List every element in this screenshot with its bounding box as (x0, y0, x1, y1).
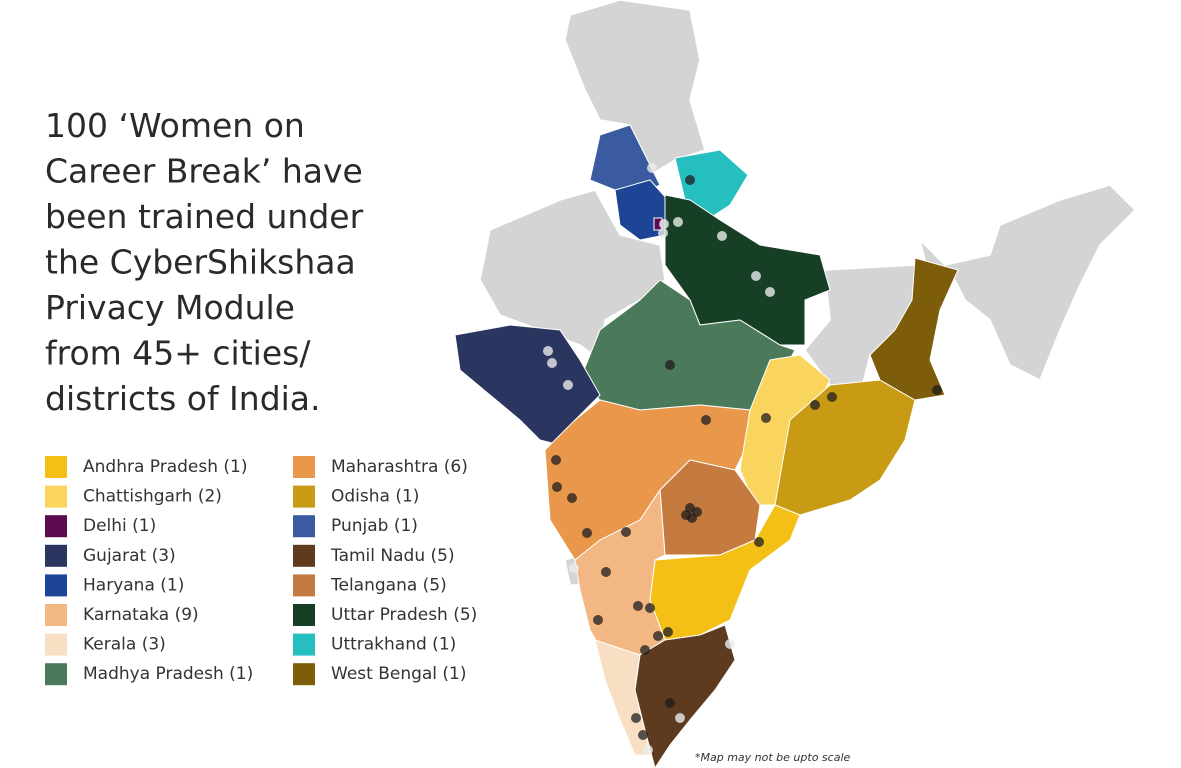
city-dot (551, 455, 561, 465)
footnote: *Map may not be upto scale (695, 751, 851, 764)
legend-label: Uttrakhand (1) (331, 635, 456, 655)
legend-label: Delhi (1) (83, 516, 156, 536)
legend-label: Punjab (1) (331, 516, 418, 536)
city-dot (645, 603, 655, 613)
legend-swatch (45, 456, 67, 478)
city-dot (638, 730, 648, 740)
headline-line: from 45+ cities/ (45, 334, 311, 373)
city-dot (685, 175, 695, 185)
city-dot (827, 392, 837, 402)
headline-line: Career Break’ have (45, 152, 363, 191)
city-dot (631, 713, 641, 723)
region-northeast (918, 184, 1137, 382)
legend-swatch (45, 544, 67, 567)
legend-label: Odisha (1) (331, 487, 419, 507)
city-dot (658, 228, 668, 238)
headline-line: been trained under (45, 197, 364, 236)
city-dot (765, 287, 775, 297)
legend-label: Telangana (5) (330, 575, 447, 595)
legend-swatch (293, 485, 315, 508)
legend-swatch (293, 604, 315, 626)
legend-swatch (45, 633, 67, 656)
city-dot (675, 713, 685, 723)
city-dot (547, 358, 557, 368)
city-dot (633, 601, 643, 611)
legend-label: Madhya Pradesh (1) (83, 664, 253, 684)
state-region (634, 624, 736, 768)
city-dot (647, 163, 657, 173)
city-dot (754, 537, 764, 547)
city-dot (563, 380, 573, 390)
city-dot (810, 400, 820, 410)
headline-line: districts of India. (45, 379, 321, 418)
city-dot (665, 360, 675, 370)
legend-label: Maharashtra (6) (331, 457, 468, 477)
city-dot (663, 627, 673, 637)
city-dot (593, 615, 603, 625)
region-rajasthan (479, 189, 666, 362)
state-region (659, 459, 761, 556)
legend-swatch (45, 663, 67, 686)
headline-line: the CyberShikshaa (45, 243, 356, 282)
legend-swatch (293, 574, 315, 597)
legend-swatch (293, 663, 315, 686)
city-dot (932, 385, 942, 395)
city-dot (701, 415, 711, 425)
india-map (454, 0, 1137, 768)
legend-label: Gujarat (3) (83, 546, 176, 566)
city-dot (643, 745, 653, 755)
city-dot (543, 346, 553, 356)
city-dot (640, 645, 650, 655)
city-dot (552, 482, 562, 492)
state-region (869, 257, 959, 401)
headline: 100 ‘Women on Career Break’ have been trai… (45, 106, 364, 418)
legend-label: Kerala (3) (83, 635, 166, 655)
legend-swatch (293, 456, 315, 478)
city-dot (761, 413, 771, 423)
city-dot (725, 639, 735, 649)
city-dot (751, 271, 761, 281)
legend-label: Uttar Pradesh (5) (331, 605, 477, 625)
city-dot (659, 219, 669, 229)
city-dot (673, 217, 683, 227)
legend-label: Karnataka (9) (83, 605, 199, 625)
headline-line: Privacy Module (45, 288, 295, 327)
city-dot (582, 528, 592, 538)
legend-label: Haryana (1) (83, 575, 184, 595)
city-dots (543, 163, 942, 755)
city-dot (653, 631, 663, 641)
city-dot (681, 510, 691, 520)
legend-label: Tamil Nadu (5) (330, 546, 455, 566)
city-dot (567, 493, 577, 503)
legend: Andhra Pradesh (1) Chattishgarh (2) Delhi … (45, 456, 477, 686)
city-dot (665, 698, 675, 708)
city-dot (601, 567, 611, 577)
legend-label: Andhra Pradesh (1) (83, 457, 248, 477)
legend-swatch (45, 515, 67, 538)
city-dot (569, 563, 579, 573)
legend-swatch (45, 574, 67, 597)
legend-swatch (293, 515, 315, 538)
city-dot (621, 527, 631, 537)
legend-swatch (293, 633, 315, 656)
headline-line: 100 ‘Women on (45, 106, 305, 145)
legend-label: West Bengal (1) (331, 664, 467, 684)
legend-swatch (45, 485, 67, 508)
city-dot (717, 231, 727, 241)
legend-swatch (45, 604, 67, 626)
legend-swatch (293, 544, 315, 567)
legend-label: Chattishgarh (2) (83, 487, 222, 507)
